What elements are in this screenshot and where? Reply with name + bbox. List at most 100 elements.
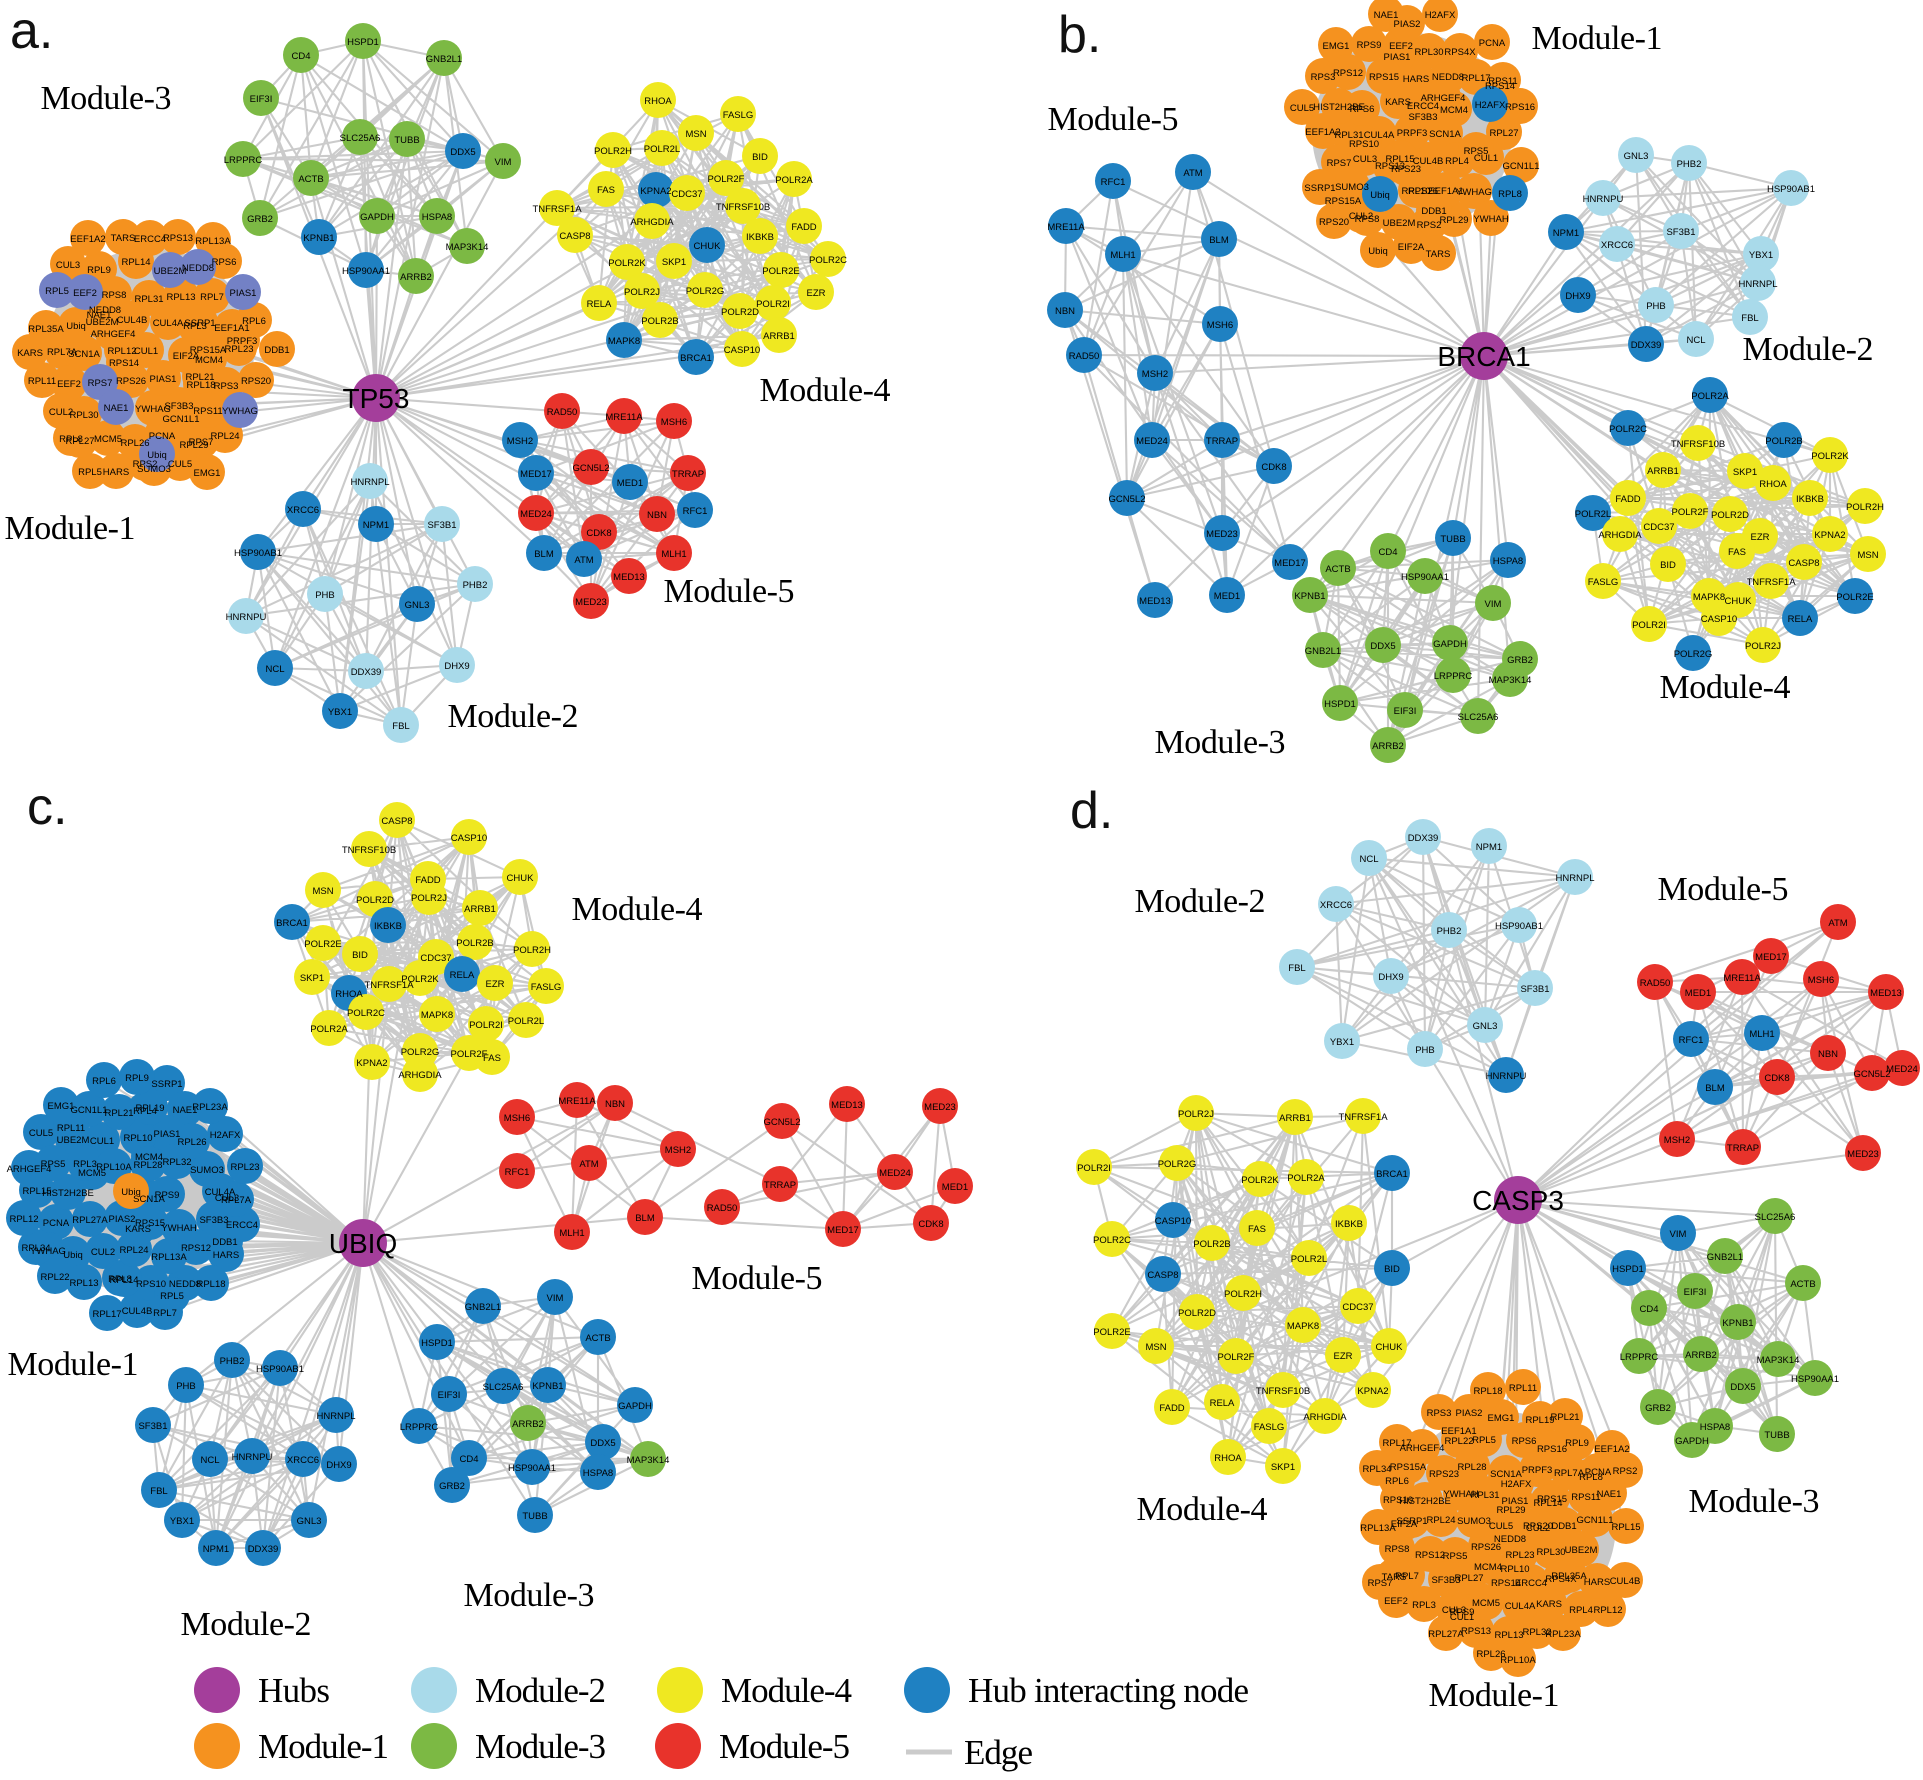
- svg-text:FADD: FADD: [791, 222, 816, 233]
- svg-text:MED13: MED13: [1870, 988, 1902, 999]
- svg-text:RAD50: RAD50: [1069, 351, 1100, 362]
- svg-text:HNRNPL: HNRNPL: [1555, 873, 1594, 884]
- svg-text:RPL10: RPL10: [1500, 1564, 1529, 1575]
- svg-text:SF3B3: SF3B3: [1431, 1575, 1460, 1586]
- svg-text:ARHGEF4: ARHGEF4: [7, 1164, 52, 1175]
- svg-text:CUL3: CUL3: [1442, 1605, 1466, 1616]
- svg-text:MED17: MED17: [1274, 558, 1306, 569]
- svg-text:CASP10: CASP10: [1155, 1216, 1191, 1227]
- svg-text:RPS26: RPS26: [1408, 186, 1438, 197]
- svg-text:ATM: ATM: [1183, 168, 1202, 179]
- svg-text:Module-2: Module-2: [1743, 331, 1874, 368]
- svg-text:ARHGDIA: ARHGDIA: [1303, 1412, 1347, 1423]
- svg-text:RPL8: RPL8: [108, 1274, 132, 1285]
- svg-text:RPL29: RPL29: [179, 440, 208, 451]
- svg-text:RPL11: RPL11: [28, 376, 56, 387]
- svg-text:Module-5: Module-5: [664, 573, 795, 610]
- svg-text:RPL21: RPL21: [104, 1108, 133, 1119]
- svg-text:GNL3: GNL3: [297, 1516, 322, 1527]
- svg-text:NBN: NBN: [1818, 1049, 1838, 1060]
- svg-text:MED13: MED13: [1139, 596, 1171, 607]
- svg-text:MRE11A: MRE11A: [605, 412, 643, 423]
- svg-text:GNL3: GNL3: [1473, 1021, 1498, 1032]
- svg-text:HSP90AA1: HSP90AA1: [508, 1463, 556, 1474]
- svg-text:BID: BID: [752, 152, 768, 163]
- svg-text:PHB: PHB: [176, 1381, 196, 1392]
- svg-text:RPS12: RPS12: [1415, 1550, 1445, 1561]
- svg-text:NCL: NCL: [200, 1455, 219, 1466]
- svg-text:RPS15A: RPS15A: [1390, 1462, 1427, 1473]
- svg-text:MED23: MED23: [575, 597, 607, 608]
- svg-text:POLR2G: POLR2G: [401, 1047, 440, 1058]
- svg-text:ACTB: ACTB: [298, 174, 323, 185]
- svg-text:CASP8: CASP8: [1788, 558, 1819, 569]
- svg-text:MCM4: MCM4: [1440, 105, 1468, 116]
- svg-text:SSRP1: SSRP1: [1396, 1516, 1427, 1527]
- svg-text:RPL34: RPL34: [21, 1243, 50, 1254]
- svg-text:RPL6: RPL6: [1385, 1476, 1409, 1487]
- svg-text:FASLG: FASLG: [531, 982, 562, 993]
- svg-text:LRPPRC: LRPPRC: [400, 1422, 439, 1433]
- svg-text:RAD50: RAD50: [707, 1203, 738, 1214]
- svg-text:MSH2: MSH2: [507, 436, 533, 447]
- svg-text:SF3B3: SF3B3: [1408, 112, 1437, 123]
- svg-text:MED24: MED24: [879, 1168, 911, 1179]
- svg-text:VIM: VIM: [547, 1293, 564, 1304]
- svg-text:XRCC6: XRCC6: [287, 505, 319, 516]
- svg-text:MRE11A: MRE11A: [1723, 973, 1761, 984]
- svg-text:RPL15: RPL15: [22, 1186, 51, 1197]
- svg-text:RPS14: RPS14: [109, 358, 139, 369]
- svg-text:VIM: VIM: [1670, 1229, 1687, 1240]
- svg-text:GAPDH: GAPDH: [1675, 1436, 1709, 1447]
- svg-text:SSRP1: SSRP1: [1304, 183, 1335, 194]
- svg-text:RPS5: RPS5: [41, 1159, 66, 1170]
- svg-text:MCM5: MCM5: [1472, 1598, 1500, 1609]
- svg-text:HARS: HARS: [1584, 1577, 1610, 1588]
- svg-text:RPS15: RPS15: [135, 1218, 165, 1229]
- svg-text:POLR2J: POLR2J: [411, 893, 447, 904]
- svg-text:RPS12: RPS12: [1333, 68, 1363, 79]
- svg-text:MAP3K14: MAP3K14: [627, 1455, 670, 1466]
- svg-text:KARS: KARS: [17, 348, 43, 359]
- svg-text:RPS9: RPS9: [1450, 1607, 1475, 1618]
- svg-text:MAP3K14: MAP3K14: [446, 242, 489, 253]
- svg-text:GRB2: GRB2: [439, 1481, 465, 1492]
- svg-text:RPL23A: RPL23A: [1545, 1629, 1581, 1640]
- svg-text:RPS2: RPS2: [1613, 1466, 1638, 1477]
- svg-text:ACTB: ACTB: [1790, 1279, 1815, 1290]
- svg-text:RPL18: RPL18: [196, 1279, 225, 1290]
- svg-text:RPS11: RPS11: [1571, 1492, 1600, 1503]
- svg-text:HSPA8: HSPA8: [583, 1468, 613, 1479]
- svg-text:ARHGDIA: ARHGDIA: [398, 1070, 442, 1081]
- svg-text:POLR2L: POLR2L: [644, 144, 680, 155]
- svg-text:RPL21: RPL21: [1550, 1412, 1579, 1423]
- svg-text:CDK8: CDK8: [918, 1219, 943, 1230]
- svg-text:EMG1: EMG1: [1323, 41, 1350, 52]
- svg-text:KPNA2: KPNA2: [1814, 530, 1845, 541]
- svg-text:EIF3I: EIF3I: [1684, 1287, 1707, 1298]
- svg-text:RPL18: RPL18: [186, 380, 215, 391]
- svg-text:RPL3: RPL3: [183, 321, 207, 332]
- svg-text:POLR2B: POLR2B: [456, 938, 494, 949]
- svg-text:TNFRSF10B: TNFRSF10B: [1671, 439, 1725, 450]
- svg-text:DDX5: DDX5: [1370, 641, 1395, 652]
- svg-text:RPL8: RPL8: [59, 434, 83, 445]
- svg-text:MSH2: MSH2: [1142, 369, 1168, 380]
- svg-text:TRRAP: TRRAP: [672, 469, 704, 480]
- svg-text:PCNA: PCNA: [43, 1218, 70, 1229]
- svg-text:CDC37: CDC37: [1342, 1302, 1373, 1313]
- svg-text:RPS9: RPS9: [1357, 40, 1382, 51]
- svg-text:Module-4: Module-4: [1137, 1491, 1268, 1528]
- svg-text:POLR2D: POLR2D: [1711, 510, 1749, 521]
- svg-text:EMG1: EMG1: [48, 1101, 75, 1112]
- svg-text:RPL5: RPL5: [45, 286, 69, 297]
- svg-text:NPM1: NPM1: [363, 520, 389, 531]
- svg-text:GRB2: GRB2: [1645, 1403, 1671, 1414]
- svg-text:MED23: MED23: [1206, 529, 1238, 540]
- svg-text:UBE2M: UBE2M: [1565, 1545, 1598, 1556]
- svg-text:PHB2: PHB2: [1677, 159, 1702, 170]
- svg-text:KPNA2: KPNA2: [356, 1058, 387, 1069]
- svg-text:RAD50: RAD50: [547, 407, 578, 418]
- svg-text:c.: c.: [27, 778, 67, 836]
- svg-text:RPL8: RPL8: [1579, 1472, 1603, 1483]
